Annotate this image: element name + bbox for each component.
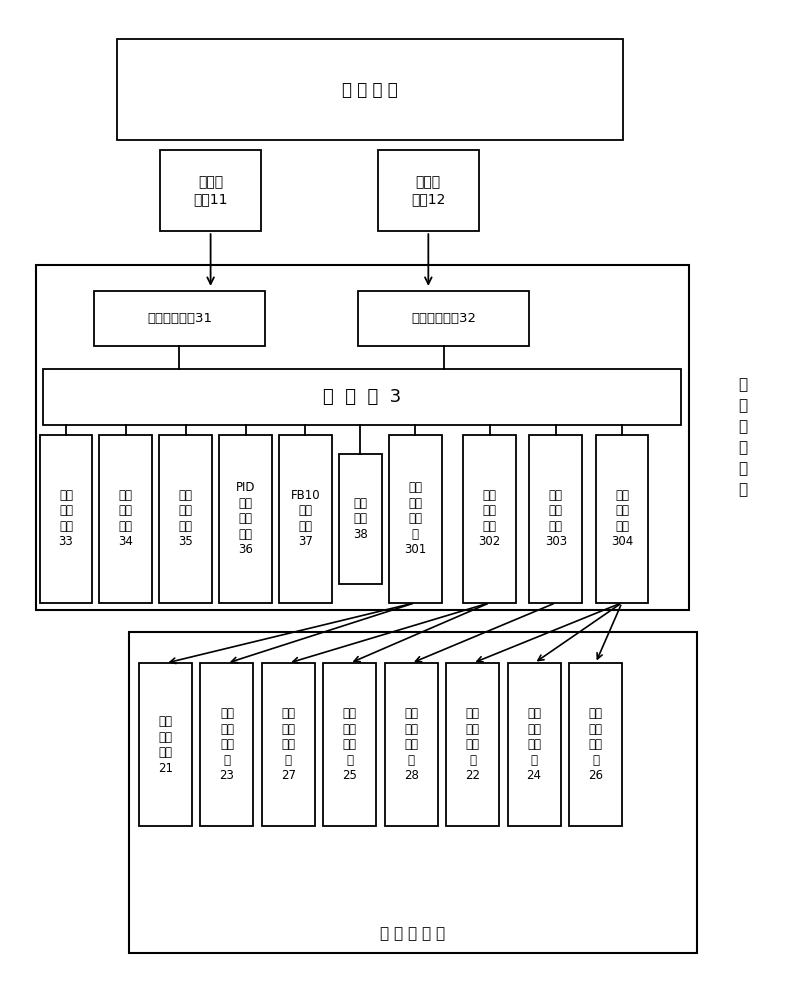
Text: 加热
控制
模块
302: 加热 控制 模块 302 [479, 489, 501, 548]
Text: 温度传
感器11: 温度传 感器11 [194, 175, 228, 206]
Text: 整合
模块
38: 整合 模块 38 [353, 497, 368, 541]
Bar [508, 663, 561, 826]
Text: 检 测 单 元: 检 测 单 元 [342, 81, 398, 99]
Text: 预加
热控
制模
块
301: 预加 热控 制模 块 301 [404, 481, 426, 556]
Text: 执
行
控
制
单
元: 执 行 控 制 单 元 [739, 378, 748, 498]
Bar [201, 663, 254, 826]
Bar [94, 291, 265, 346]
Bar [385, 663, 437, 826]
Text: 湿度
计算
模块
34: 湿度 计算 模块 34 [118, 489, 134, 548]
Bar [220, 435, 272, 603]
Text: 第二
冷却
调节
器
28: 第二 冷却 调节 器 28 [403, 707, 419, 782]
Text: 第一
冷却
调节
器
25: 第一 冷却 调节 器 25 [343, 707, 357, 782]
Bar [40, 435, 92, 603]
Bar [160, 150, 261, 231]
Bar [463, 435, 516, 603]
Bar [262, 663, 315, 826]
Bar [117, 39, 623, 140]
Text: 预加
热调
节器
21: 预加 热调 节器 21 [158, 715, 173, 775]
Text: 湿度接收模块32: 湿度接收模块32 [411, 312, 476, 325]
Bar [129, 632, 697, 953]
Bar [569, 663, 622, 826]
Bar [100, 435, 152, 603]
Text: 温度
计算
模块
33: 温度 计算 模块 33 [58, 489, 74, 548]
Bar [358, 291, 530, 346]
Text: 温度接收模块31: 温度接收模块31 [147, 312, 212, 325]
Text: 第一
加热
调节
器
23: 第一 加热 调节 器 23 [220, 707, 234, 782]
Text: 湿度
控制
模块
304: 湿度 控制 模块 304 [611, 489, 633, 548]
Bar [377, 150, 479, 231]
Bar [339, 454, 382, 584]
Bar [595, 435, 648, 603]
Bar [139, 663, 192, 826]
Bar [389, 435, 441, 603]
Text: FB10
功能
模块
37: FB10 功能 模块 37 [291, 489, 320, 548]
Bar [323, 663, 376, 826]
Text: 主  控  器  3: 主 控 器 3 [323, 388, 402, 406]
Bar [279, 435, 332, 603]
Text: 第二
加热
调节
器
27: 第二 加热 调节 器 27 [281, 707, 296, 782]
Bar [36, 265, 688, 610]
Text: 参数
输入
模块
35: 参数 输入 模块 35 [178, 489, 193, 548]
Bar [160, 435, 212, 603]
Text: 调 节 器 单 元: 调 节 器 单 元 [380, 926, 446, 941]
Text: 第一
湿度
调节
器
22: 第一 湿度 调节 器 22 [465, 707, 480, 782]
Text: 冷却
控制
模块
303: 冷却 控制 模块 303 [545, 489, 567, 548]
Text: PID
温度
控制
模块
36: PID 温度 控制 模块 36 [236, 481, 255, 556]
Text: 第二
湿度
调节
器
24: 第二 湿度 调节 器 24 [526, 707, 542, 782]
Bar [44, 369, 681, 425]
Text: 第三
湿度
调节
器
26: 第三 湿度 调节 器 26 [588, 707, 603, 782]
Bar [530, 435, 582, 603]
Bar [446, 663, 499, 826]
Text: 湿度传
感器12: 湿度传 感器12 [411, 175, 446, 206]
